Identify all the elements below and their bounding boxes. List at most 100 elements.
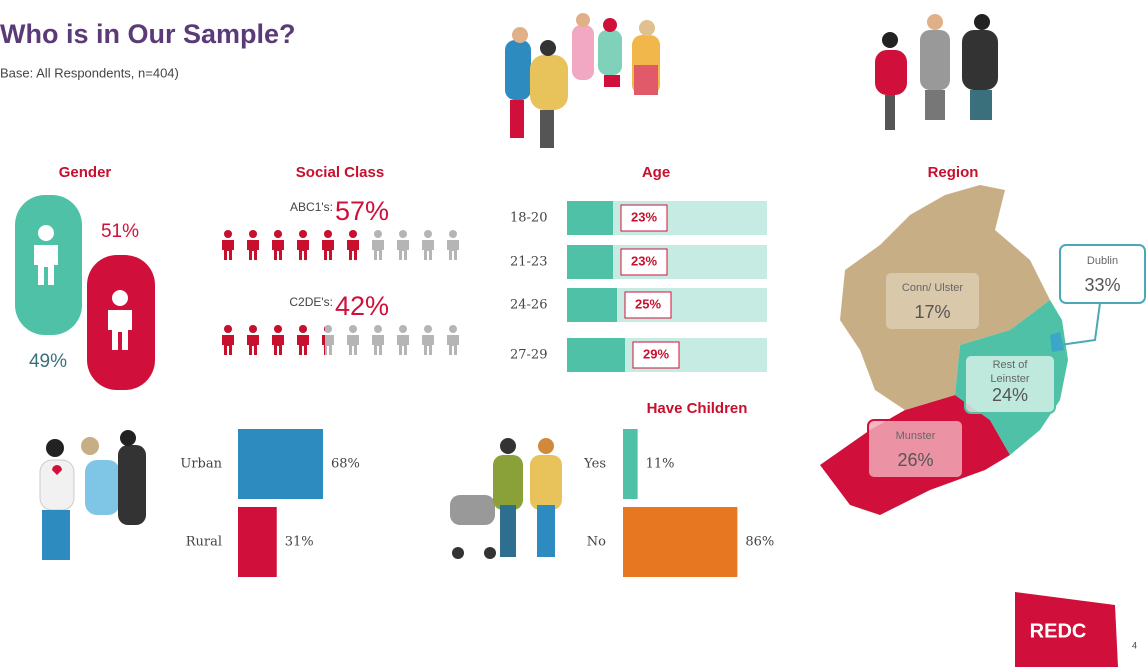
illustration-crowd <box>505 13 660 148</box>
icon-body <box>108 310 132 350</box>
dublin-pointer <box>1059 302 1101 346</box>
bar-value: 86% <box>745 535 774 550</box>
age-value: 25% <box>635 296 661 311</box>
icon-body <box>322 240 334 260</box>
female-icon <box>108 290 132 350</box>
icon-head <box>324 326 325 332</box>
bar-value: 68% <box>331 457 360 472</box>
region-box <box>867 419 964 479</box>
icon-head <box>424 230 432 238</box>
logo: REDC 4 <box>1015 592 1137 667</box>
region-dublin <box>1050 332 1064 352</box>
title: Who is in Our Sample? <box>0 19 296 49</box>
gender-label: 51% <box>101 221 139 242</box>
age-label: 21-23 <box>510 255 547 270</box>
icon-body <box>347 335 359 355</box>
bar <box>238 429 323 499</box>
age-callout <box>620 248 668 276</box>
icon-head <box>349 230 357 238</box>
icon-head <box>38 225 54 241</box>
icon-body <box>397 335 409 355</box>
icon-body <box>247 240 259 260</box>
age-label: 18-20 <box>510 211 547 226</box>
illustration-people <box>875 14 998 130</box>
illustration-group <box>39 430 146 560</box>
region-name: Munster <box>896 430 936 442</box>
icon-body <box>272 240 284 260</box>
age-bar <box>567 245 613 279</box>
icon-head <box>374 325 382 333</box>
subtitle: Base: All Respondents, n=404) <box>0 65 179 80</box>
age-title: Age <box>642 164 670 181</box>
icon-head <box>249 325 257 333</box>
age-bar <box>567 201 613 235</box>
bar-label: No <box>587 535 606 550</box>
age-bar <box>567 288 617 322</box>
bar-label: Urban <box>180 457 222 472</box>
icon-head <box>324 230 332 238</box>
region-value: 26% <box>897 450 933 470</box>
icon-body <box>34 245 58 285</box>
icons-share <box>222 230 359 260</box>
age-label: 24-26 <box>510 298 547 313</box>
icon-body <box>222 240 234 260</box>
bar-label: Rural <box>186 535 222 550</box>
class-name: ABC1's: <box>290 200 333 214</box>
bar-value: 11% <box>646 457 675 472</box>
icon-body <box>422 335 434 355</box>
bar <box>238 507 277 577</box>
icon-body <box>447 335 459 355</box>
icon-body <box>247 335 259 355</box>
icon-body <box>297 240 309 260</box>
icon-body <box>322 335 325 355</box>
gender-title: Gender <box>59 164 112 181</box>
illustration-family <box>450 438 562 559</box>
region-name: Rest of Leinster <box>990 359 1029 385</box>
icon-head <box>399 230 407 238</box>
region-value: 17% <box>914 302 950 322</box>
icon-head <box>299 325 307 333</box>
icon-head <box>399 325 407 333</box>
bar <box>623 507 738 577</box>
class-value: 42% <box>335 291 389 321</box>
class-name: C2DE's: <box>289 295 333 309</box>
region-value: 24% <box>992 385 1028 405</box>
icon-head <box>324 325 332 333</box>
region-box <box>884 271 981 331</box>
icon-head <box>299 230 307 238</box>
icon-head <box>449 325 457 333</box>
region-box <box>1059 244 1146 304</box>
bar-value: 31% <box>285 535 314 550</box>
age-label: 27-29 <box>510 348 547 363</box>
region-name: Conn/ Ulster <box>902 282 963 294</box>
icon-head <box>274 230 282 238</box>
icon-head <box>112 290 128 306</box>
age-bar <box>567 338 625 372</box>
class-value: 57% <box>335 196 389 226</box>
icon-head <box>374 230 382 238</box>
icons-share <box>222 325 325 355</box>
region-title: Region <box>928 164 979 181</box>
region-value: 33% <box>1084 275 1120 295</box>
bar <box>623 429 638 499</box>
logo-text: REDC <box>1030 620 1087 642</box>
region-box <box>964 354 1056 414</box>
icon-head <box>274 325 282 333</box>
age-callout <box>632 341 680 369</box>
icon-body <box>447 240 459 260</box>
children-title: Have Children <box>647 400 748 417</box>
icon-body <box>372 335 384 355</box>
age-value: 29% <box>643 346 669 361</box>
male-icon <box>34 225 58 285</box>
bar-label: Yes <box>583 457 606 472</box>
icon-head <box>424 325 432 333</box>
icon-body <box>297 335 309 355</box>
icon-head <box>249 230 257 238</box>
icon-head <box>224 230 232 238</box>
icon-body <box>272 335 284 355</box>
social-class-title: Social Class <box>296 164 384 181</box>
page-number: 4 <box>1132 640 1137 650</box>
age-value: 23% <box>631 253 657 268</box>
age-callout <box>620 204 668 232</box>
